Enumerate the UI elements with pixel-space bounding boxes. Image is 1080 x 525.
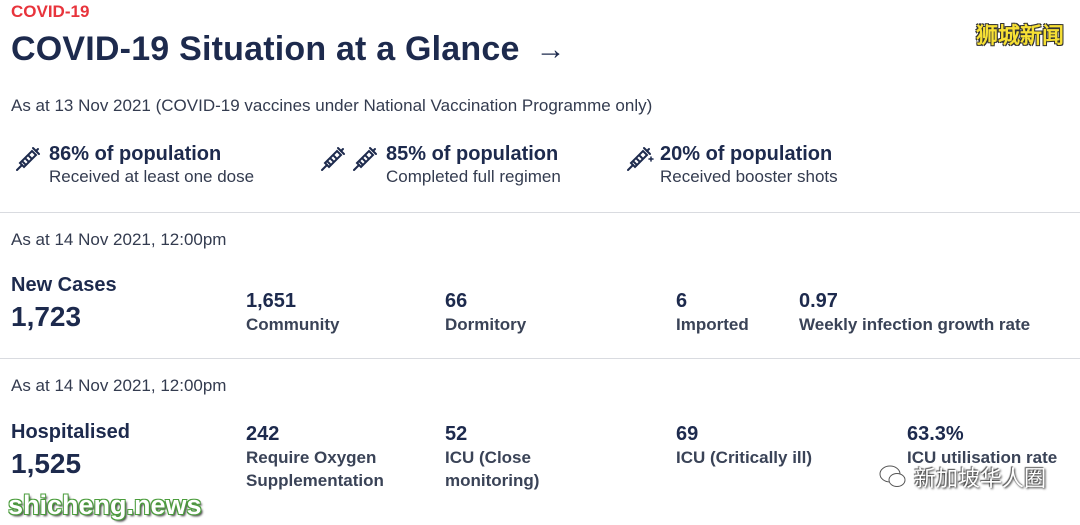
stat-label: ICU (Close (445, 448, 531, 467)
stat-value: 1,651 (246, 290, 297, 312)
vax-stat-full-regimen: 85% of population Completed full regimen (316, 142, 561, 188)
watermark-text: 新加坡华人圈 (913, 466, 1046, 491)
page-title[interactable]: COVID-19 Situation at a Glance (11, 30, 520, 68)
stat-value: 63.3% (907, 423, 964, 445)
stat-label: Dormitory (445, 315, 527, 334)
watermark-bottom-left: shicheng.news (8, 490, 202, 520)
stat-label: monitoring) (445, 471, 540, 490)
new-cases-total: 1,723 (11, 301, 82, 332)
stat-oxygen: 242 Require Oxygen Supplementation (246, 422, 384, 492)
stat-dormitory: 66 Dormitory (445, 289, 526, 336)
stat-icu-critical: 69 ICU (Critically ill) (676, 422, 812, 469)
full-regimen-percent: 85% of population (386, 143, 559, 165)
stat-value: 6 (676, 290, 688, 312)
stat-value: 242 (246, 423, 280, 445)
stat-icu-close: 52 ICU (Close monitoring) (445, 422, 539, 492)
new-cases-title: New Cases (11, 274, 117, 296)
first-dose-label: Received at least one dose (49, 167, 255, 186)
stat-value: 0.97 (799, 290, 838, 312)
vax-stat-booster: 20% of population Received booster shots (622, 142, 838, 188)
watermark-bottom-right: 新加坡华人圈 (878, 461, 1046, 493)
stat-value: 66 (445, 290, 468, 312)
booster-percent: 20% of population (660, 143, 833, 165)
divider (0, 212, 1080, 213)
stat-icu-utilisation: 63.3% ICU utilisation rate (907, 422, 1057, 469)
syringe-plus-icon (627, 147, 654, 171)
arrow-right-icon[interactable]: → (535, 32, 566, 66)
vaccination-date-note: As at 13 Nov 2021 (COVID-19 vaccines und… (11, 96, 653, 115)
cases-as-at: As at 14 Nov 2021, 12:00pm (11, 230, 227, 249)
stat-label: Supplementation (246, 471, 384, 490)
full-regimen-label: Completed full regimen (386, 167, 561, 186)
stat-value: 69 (676, 423, 699, 445)
double-syringe-icon (316, 144, 380, 176)
stat-label: Require Oxygen (246, 448, 377, 467)
stat-label: ICU utilisation rate (907, 448, 1058, 467)
stat-community: 1,651 Community (246, 289, 340, 336)
stat-label: Imported (676, 315, 749, 334)
first-dose-percent: 86% of population (49, 143, 222, 165)
watermark-top-right: 狮城新闻 (975, 23, 1064, 48)
hospitalised-total: 1,525 (11, 448, 82, 479)
stat-imported: 6 Imported (676, 289, 749, 336)
hospital-as-at: As at 14 Nov 2021, 12:00pm (11, 376, 227, 395)
stat-label: Community (246, 315, 340, 334)
stat-label: Weekly infection growth rate (799, 315, 1031, 334)
page-title-link[interactable]: COVID-19 Situation at a Glance → (11, 30, 566, 69)
syringe-icon (16, 147, 40, 171)
wechat-icon (879, 465, 906, 487)
stat-label: ICU (Critically ill) (676, 448, 813, 467)
booster-label: Received booster shots (660, 167, 838, 186)
hospitalised-title: Hospitalised (11, 421, 130, 443)
divider (0, 358, 1080, 359)
vax-stat-first-dose: 86% of population Received at least one … (11, 142, 254, 188)
stat-value: 52 (445, 423, 468, 445)
section-tag: COVID-19 (11, 2, 90, 21)
stat-growth-rate: 0.97 Weekly infection growth rate (799, 289, 1030, 336)
